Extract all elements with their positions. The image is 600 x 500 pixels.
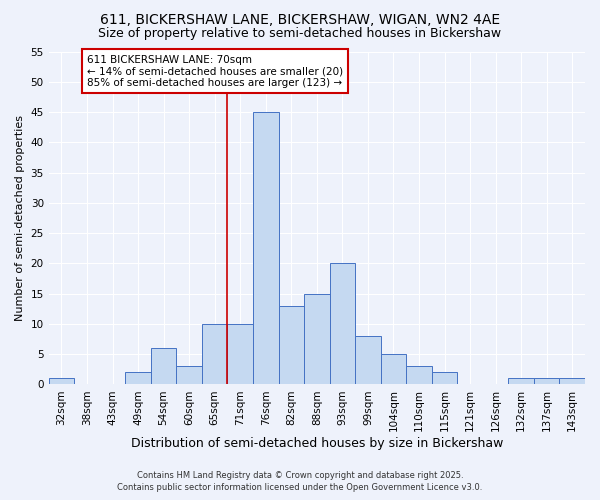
Bar (534, 378, 559, 384)
Bar (329, 264, 355, 384)
Bar (227, 324, 253, 384)
Bar (49, 378, 74, 384)
Text: Contains HM Land Registry data © Crown copyright and database right 2025.
Contai: Contains HM Land Registry data © Crown c… (118, 471, 482, 492)
Bar (355, 336, 380, 384)
Bar (508, 378, 534, 384)
X-axis label: Distribution of semi-detached houses by size in Bickershaw: Distribution of semi-detached houses by … (131, 437, 503, 450)
Bar (432, 372, 457, 384)
Bar (202, 324, 227, 384)
Bar (304, 294, 329, 384)
Text: 611, BICKERSHAW LANE, BICKERSHAW, WIGAN, WN2 4AE: 611, BICKERSHAW LANE, BICKERSHAW, WIGAN,… (100, 12, 500, 26)
Bar (253, 112, 278, 384)
Bar (151, 348, 176, 385)
Text: Size of property relative to semi-detached houses in Bickershaw: Size of property relative to semi-detach… (98, 28, 502, 40)
Bar (278, 306, 304, 384)
Y-axis label: Number of semi-detached properties: Number of semi-detached properties (15, 115, 25, 321)
Bar (125, 372, 151, 384)
Bar (176, 366, 202, 384)
Bar (559, 378, 585, 384)
Text: 611 BICKERSHAW LANE: 70sqm
← 14% of semi-detached houses are smaller (20)
85% of: 611 BICKERSHAW LANE: 70sqm ← 14% of semi… (87, 54, 343, 88)
Bar (380, 354, 406, 384)
Bar (406, 366, 432, 384)
